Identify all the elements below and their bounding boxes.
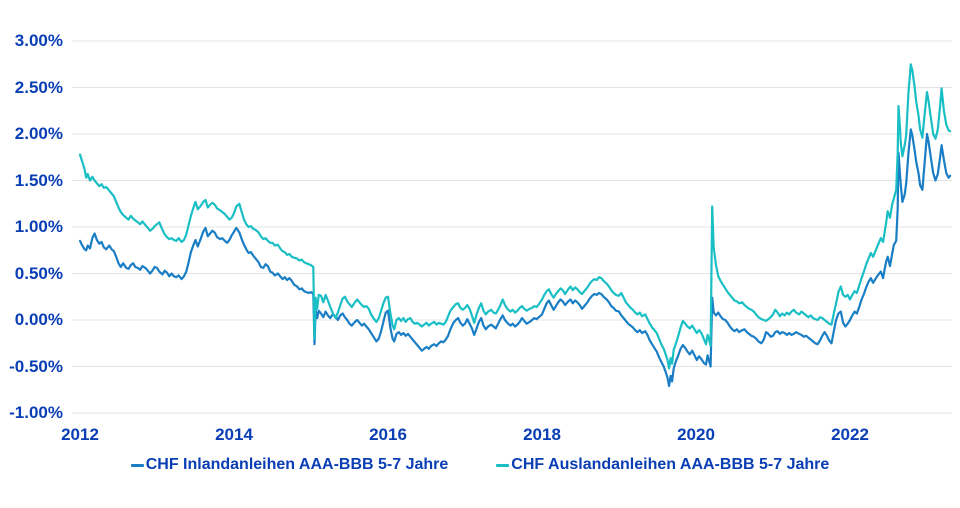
x-tick-label: 2020 xyxy=(677,425,715,444)
y-tick-label: -1.00% xyxy=(9,403,63,422)
x-tick-label: 2014 xyxy=(215,425,253,444)
legend-dash-inland-icon xyxy=(130,463,144,467)
x-tick-label: 2012 xyxy=(61,425,99,444)
legend: CHF Inlandanleihen AAA-BBB 5-7 Jahre CHF… xyxy=(0,456,960,474)
legend-item-ausland: CHF Auslandanleihen AAA-BBB 5-7 Jahre xyxy=(496,456,829,474)
legend-dash-ausland-icon xyxy=(496,463,510,467)
x-tick-label: 2022 xyxy=(831,425,869,444)
legend-label-ausland: CHF Auslandanleihen AAA-BBB 5-7 Jahre xyxy=(511,456,830,473)
legend-item-inland: CHF Inlandanleihen AAA-BBB 5-7 Jahre xyxy=(130,456,449,474)
y-tick-label: 2.00% xyxy=(14,124,63,143)
x-tick-label: 2016 xyxy=(369,425,407,444)
y-tick-label: 0.50% xyxy=(14,263,63,283)
legend-label-inland: CHF Inlandanleihen AAA-BBB 5-7 Jahre xyxy=(145,456,449,473)
y-tick-label: 0.00% xyxy=(14,310,63,329)
y-tick-label: 2.50% xyxy=(14,77,63,97)
y-tick-label: 1.50% xyxy=(14,170,63,190)
y-tick-label: 3.00% xyxy=(14,31,63,50)
y-tick-label: 1.00% xyxy=(14,217,63,236)
series-line-0 xyxy=(78,128,952,388)
y-tick-label: -0.50% xyxy=(9,356,63,376)
x-tick-label: 2018 xyxy=(523,425,561,444)
series-line-1 xyxy=(78,63,952,370)
